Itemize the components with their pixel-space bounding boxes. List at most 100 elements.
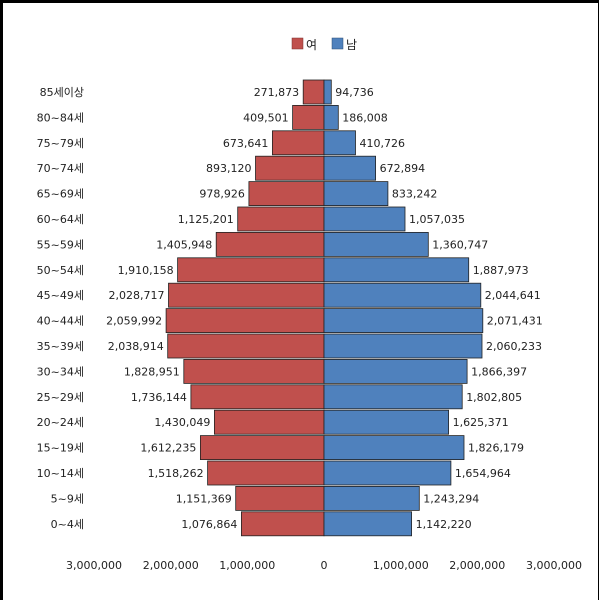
x-tick-label: 0 — [321, 559, 328, 572]
x-tick-label: 3,000,000 — [526, 559, 582, 572]
data-label-female: 673,641 — [223, 137, 269, 150]
category-label: 65~69세 — [37, 188, 84, 201]
bar-male — [323, 333, 483, 359]
bar-male — [323, 460, 452, 486]
bar-female — [248, 181, 325, 207]
bar-male — [323, 79, 332, 105]
legend-label-female: 여 — [306, 38, 317, 52]
bar-male — [323, 231, 429, 257]
legend-swatch-female — [291, 37, 304, 50]
category-label: 25~29세 — [37, 391, 84, 404]
bar-female — [183, 358, 325, 384]
bar-male — [323, 257, 470, 283]
category-label: 15~19세 — [37, 442, 84, 455]
bar-female — [235, 485, 325, 511]
category-label: 30~34세 — [37, 365, 84, 378]
bar-female — [237, 206, 325, 232]
data-label-male: 1,802,805 — [466, 391, 522, 404]
bar-male — [323, 384, 463, 410]
category-label: 0~4세 — [51, 518, 84, 531]
bar-female — [207, 460, 325, 486]
category-label: 75~79세 — [37, 137, 84, 150]
data-label-male: 2,060,233 — [486, 340, 542, 353]
data-label-female: 2,059,992 — [106, 315, 162, 328]
data-label-female: 1,151,369 — [176, 492, 232, 505]
x-tick-label: 1,000,000 — [219, 559, 275, 572]
data-label-male: 672,894 — [380, 162, 426, 175]
bar-female — [292, 105, 325, 130]
category-label: 80~84세 — [37, 111, 84, 124]
data-label-female: 1,736,144 — [131, 391, 187, 404]
bar-male — [323, 155, 376, 181]
category-label: 70~74세 — [37, 162, 84, 175]
data-label-male: 2,071,431 — [487, 315, 543, 328]
category-label: 40~44세 — [37, 315, 84, 328]
bar-female — [199, 435, 325, 461]
data-label-male: 410,726 — [360, 137, 406, 150]
bar-male — [323, 409, 449, 435]
bar-male — [323, 435, 465, 461]
bar-male — [323, 181, 389, 207]
data-label-male: 186,008 — [342, 111, 388, 124]
bar-female — [213, 409, 325, 435]
data-label-male: 1,360,747 — [432, 238, 488, 251]
bar-male — [323, 105, 339, 130]
bar-female — [215, 231, 325, 257]
bar-male — [323, 358, 468, 384]
bar-male — [323, 511, 412, 537]
data-label-female: 2,038,914 — [108, 340, 164, 353]
x-tick-label: 1,000,000 — [373, 559, 429, 572]
data-label-male: 833,242 — [392, 188, 438, 201]
data-label-male: 1,243,294 — [423, 492, 479, 505]
bar-female — [271, 130, 325, 156]
category-label: 35~39세 — [37, 340, 84, 353]
category-label: 60~64세 — [37, 213, 84, 226]
category-label: 50~54세 — [37, 264, 84, 277]
bar-male — [323, 308, 484, 334]
category-label: 20~24세 — [37, 416, 84, 429]
legend-swatch-male — [331, 37, 344, 50]
bar-female — [167, 333, 325, 359]
data-label-female: 1,076,864 — [181, 518, 237, 531]
data-label-female: 1,518,262 — [148, 467, 204, 480]
bar-male — [323, 206, 406, 232]
data-label-male: 2,044,641 — [485, 289, 541, 302]
data-label-male: 1,866,397 — [471, 365, 527, 378]
data-label-female: 1,612,235 — [140, 442, 196, 455]
category-label: 85세이상 — [40, 86, 84, 99]
category-label: 5~9세 — [51, 492, 84, 505]
data-label-male: 1,625,371 — [453, 416, 509, 429]
data-label-female: 1,125,201 — [178, 213, 234, 226]
bar-female — [177, 257, 325, 283]
x-tick-label: 2,000,000 — [449, 559, 505, 572]
bar-female — [302, 79, 325, 105]
bar-male — [323, 130, 356, 156]
data-label-female: 978,926 — [199, 188, 245, 201]
bar-male — [323, 282, 482, 308]
data-label-female: 1,405,948 — [156, 238, 212, 251]
category-label: 55~59세 — [37, 238, 84, 251]
data-label-female: 1,828,951 — [124, 365, 180, 378]
bar-female — [240, 511, 325, 537]
data-label-female: 409,501 — [243, 111, 289, 124]
bar-female — [165, 308, 325, 334]
data-label-male: 1,826,179 — [468, 442, 524, 455]
data-label-male: 1,654,964 — [455, 467, 511, 480]
category-label: 10~14세 — [37, 467, 84, 480]
legend-label-male: 남 — [346, 38, 357, 52]
x-tick-label: 2,000,000 — [143, 559, 199, 572]
bar-female — [255, 155, 325, 181]
data-label-male: 1,887,973 — [473, 264, 529, 277]
x-tick-label: 3,000,000 — [66, 559, 122, 572]
bar-male — [323, 485, 420, 511]
data-label-female: 893,120 — [206, 162, 252, 175]
data-label-male: 1,057,035 — [409, 213, 465, 226]
bar-female — [168, 282, 325, 308]
data-label-female: 1,430,049 — [154, 416, 210, 429]
data-label-male: 1,142,220 — [416, 518, 472, 531]
bar-female — [190, 384, 325, 410]
data-label-female: 271,873 — [254, 86, 300, 99]
data-label-female: 1,910,158 — [118, 264, 174, 277]
category-label: 45~49세 — [37, 289, 84, 302]
